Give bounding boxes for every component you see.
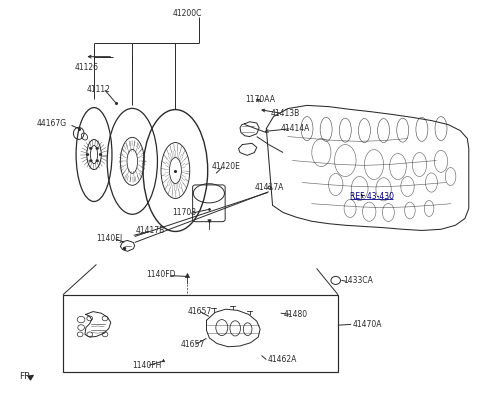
- Text: 41462A: 41462A: [268, 355, 297, 364]
- Circle shape: [86, 153, 89, 156]
- Circle shape: [89, 160, 92, 162]
- Text: 41480: 41480: [284, 310, 308, 319]
- Text: 41414A: 41414A: [281, 124, 310, 133]
- Circle shape: [99, 153, 102, 156]
- Text: 41657: 41657: [187, 307, 212, 316]
- Text: 44167G: 44167G: [36, 119, 67, 128]
- Text: 41420E: 41420E: [211, 162, 240, 171]
- Text: FR.: FR.: [19, 372, 33, 381]
- Text: 1433CA: 1433CA: [343, 276, 373, 285]
- Circle shape: [96, 160, 99, 162]
- Text: 1140EJ: 1140EJ: [96, 233, 123, 243]
- Circle shape: [96, 147, 99, 150]
- Text: 41200C: 41200C: [173, 9, 202, 18]
- Text: 41413B: 41413B: [271, 109, 300, 118]
- Text: REF 43-430: REF 43-430: [350, 192, 394, 201]
- Text: 41126: 41126: [75, 63, 99, 72]
- Text: 41470A: 41470A: [352, 320, 382, 329]
- Bar: [63, 295, 338, 372]
- Text: 41657: 41657: [180, 340, 204, 349]
- Text: 41417A: 41417A: [254, 183, 284, 192]
- Text: 41112: 41112: [87, 85, 111, 94]
- Text: 41417B: 41417B: [136, 226, 165, 235]
- Text: 1140FD: 1140FD: [147, 270, 176, 279]
- Text: 11703: 11703: [172, 208, 196, 217]
- Text: 1140FH: 1140FH: [132, 360, 162, 370]
- Circle shape: [89, 147, 92, 150]
- Text: 1170AA: 1170AA: [245, 95, 275, 104]
